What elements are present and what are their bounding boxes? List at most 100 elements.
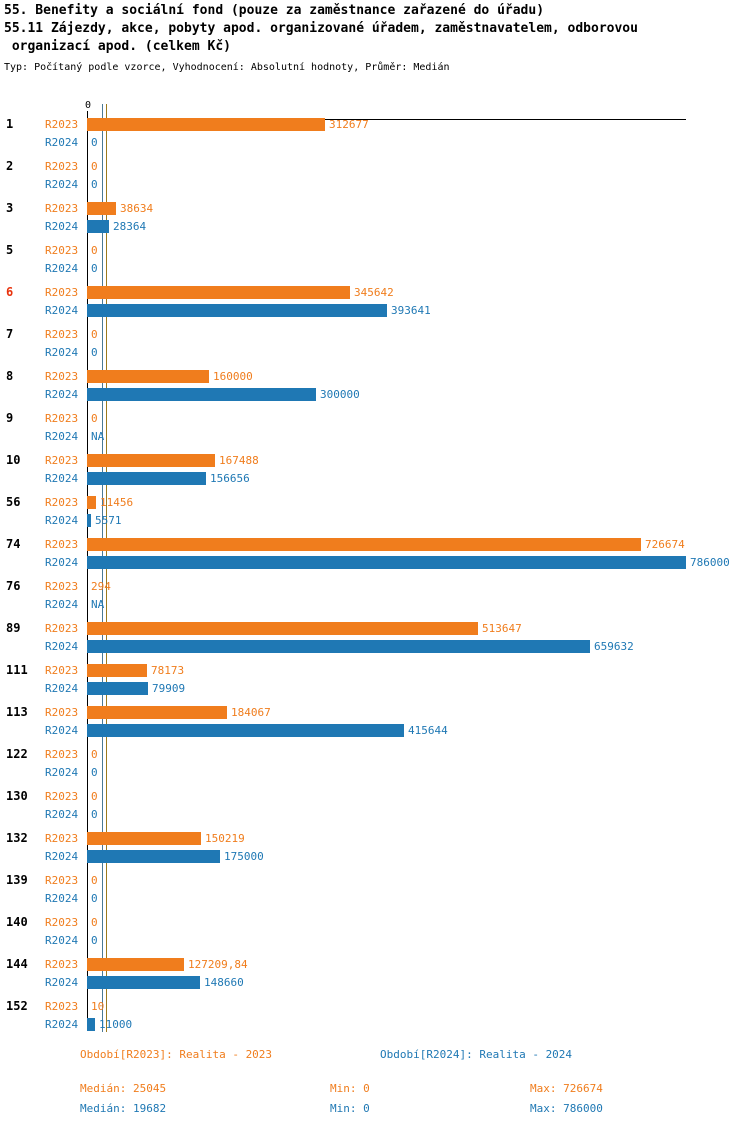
- category-label: 8: [6, 369, 14, 383]
- category-row: 1 R2023 312677 R2024 0: [0, 117, 750, 150]
- value-label: 393641: [391, 304, 431, 317]
- value-label: 5571: [95, 514, 122, 527]
- category-label: 5: [6, 243, 14, 257]
- category-row: 140 R2023 0 R2024 0: [0, 915, 750, 948]
- chart-title-line2: 55.11 Zájezdy, akce, pobyty apod. organi…: [4, 21, 638, 36]
- series-label-r2024: R2024: [45, 1018, 79, 1031]
- bar-r2023: [87, 286, 350, 299]
- value-label: 79909: [152, 682, 186, 695]
- category-label: 89: [6, 621, 21, 635]
- series-label-r2024: R2024: [45, 136, 79, 149]
- category-label: 76: [6, 579, 21, 593]
- category-row: 7 R2023 0 R2024 0: [0, 327, 750, 360]
- series-label-r2023: R2023: [45, 664, 79, 677]
- series-label-r2024: R2024: [45, 388, 79, 401]
- series-label-r2023: R2023: [45, 454, 79, 467]
- series-label-r2023: R2023: [45, 916, 79, 929]
- series-label-r2024: R2024: [45, 430, 79, 443]
- bar-r2024: [87, 556, 686, 569]
- value-label: 0: [91, 916, 98, 929]
- value-label: 0: [91, 766, 98, 779]
- category-row: 6 R2023 345642 R2024 393641: [0, 286, 750, 317]
- bar-r2023: [87, 958, 184, 971]
- bar-r2023: [87, 202, 116, 215]
- category-label: 139: [6, 873, 28, 887]
- category-label: 130: [6, 789, 28, 803]
- category-label: 144: [6, 957, 28, 971]
- x-axis-zero-label: 0: [84, 100, 92, 111]
- bar-r2024: [87, 682, 148, 695]
- value-label: 786000: [690, 556, 730, 569]
- series-label-r2023: R2023: [45, 412, 79, 425]
- bar-chart: 0 1 R2023 312677 R2024 0 2 R2023 0 R2024 0 3 R2023 3…: [0, 100, 750, 1035]
- series-label-r2023: R2023: [45, 790, 79, 803]
- legend-max-r2024: Max: 786000: [530, 1102, 603, 1115]
- series-label-r2024: R2024: [45, 640, 79, 653]
- bar-r2023: [87, 664, 147, 677]
- category-label: 2: [6, 159, 14, 173]
- category-row: 9 R2023 0 R2024 NA: [0, 411, 750, 444]
- bar-r2024: [87, 304, 387, 317]
- series-label-r2024: R2024: [45, 178, 79, 191]
- bar-r2024: [87, 640, 590, 653]
- series-label-r2024: R2024: [45, 850, 79, 863]
- value-label: NA: [91, 430, 105, 443]
- category-row: 74 R2023 726674 R2024 786000: [0, 538, 750, 569]
- legend-period-r2024: Období[R2024]: Realita - 2024: [380, 1048, 573, 1061]
- category-label: 9: [6, 411, 14, 425]
- category-row: 139 R2023 0 R2024 0: [0, 873, 750, 906]
- chart-subtitle: Typ: Počítaný podle vzorce, Vyhodnocení:…: [4, 62, 450, 73]
- series-label-r2024: R2024: [45, 472, 79, 485]
- series-label-r2024: R2024: [45, 514, 79, 527]
- legend-min-r2024: Min: 0: [330, 1102, 370, 1115]
- series-label-r2023: R2023: [45, 328, 79, 341]
- category-row: 5 R2023 0 R2024 0: [0, 243, 750, 276]
- legend-max-r2023: Max: 726674: [530, 1082, 603, 1095]
- bar-r2023: [87, 496, 96, 509]
- category-row: 3 R2023 38634 R2024 28364: [0, 202, 750, 233]
- category-label: 140: [6, 915, 28, 929]
- category-row: 111 R2023 78173 R2024 79909: [0, 664, 750, 695]
- bar-r2023: [87, 370, 209, 383]
- category-label: 122: [6, 747, 28, 761]
- value-label: 294: [91, 580, 111, 593]
- value-label: 300000: [320, 388, 360, 401]
- category-label: 7: [6, 327, 14, 341]
- category-row: 113 R2023 184067 R2024 415644: [0, 706, 750, 737]
- value-label: 513647: [482, 622, 522, 635]
- series-label-r2023: R2023: [45, 622, 79, 635]
- x-axis-tick: [87, 111, 88, 119]
- value-label: 0: [91, 808, 98, 821]
- category-row: 152 R2023 10 R2024 11000: [0, 1000, 750, 1031]
- value-label: 415644: [408, 724, 448, 737]
- value-label: 184067: [231, 706, 271, 719]
- category-label: 113: [6, 705, 28, 719]
- legend-median-r2024: Medián: 19682: [80, 1102, 167, 1115]
- bar-r2024: [87, 388, 316, 401]
- series-label-r2023: R2023: [45, 874, 79, 887]
- chart-title-line3: organizací apod. (celkem Kč): [4, 39, 231, 54]
- series-label-r2023: R2023: [45, 496, 79, 509]
- value-label: 156656: [210, 472, 250, 485]
- value-label: NA: [91, 598, 105, 611]
- chart-title-line1: 55. Benefity a sociální fond (pouze za z…: [4, 3, 545, 18]
- value-label: 0: [91, 412, 98, 425]
- series-label-r2024: R2024: [45, 892, 79, 905]
- bar-r2023: [87, 832, 201, 845]
- bar-r2024: [87, 514, 91, 527]
- value-label: 127209,84: [188, 958, 248, 971]
- value-label: 0: [91, 328, 98, 341]
- category-label: 132: [6, 831, 28, 845]
- value-label: 175000: [224, 850, 264, 863]
- value-label: 0: [91, 892, 98, 905]
- value-label: 38634: [120, 202, 154, 215]
- value-label: 0: [91, 934, 98, 947]
- bar-r2023: [87, 118, 325, 131]
- series-label-r2024: R2024: [45, 346, 79, 359]
- series-label-r2023: R2023: [45, 202, 79, 215]
- series-label-r2024: R2024: [45, 724, 79, 737]
- bar-r2023: [87, 454, 215, 467]
- category-row: 144 R2023 127209,84 R2024 148660: [0, 958, 750, 989]
- category-label: 1: [6, 117, 14, 131]
